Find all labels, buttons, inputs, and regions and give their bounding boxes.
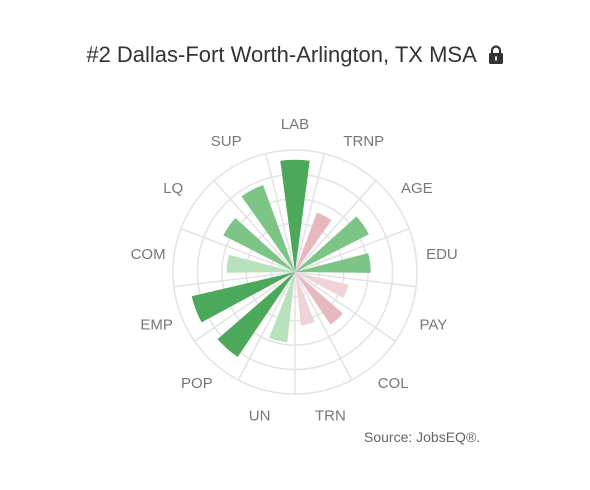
category-label-pay: PAY	[419, 316, 447, 333]
grid-spoke	[294, 153, 325, 273]
bar-sup[interactable]	[241, 184, 295, 272]
bar-pop[interactable]	[217, 272, 295, 357]
bar-emp[interactable]	[191, 272, 295, 323]
grid-spoke	[194, 271, 296, 342]
category-label-sup: SUP	[211, 133, 242, 150]
bar-trnp[interactable]	[295, 212, 332, 272]
bar-edu[interactable]	[295, 253, 371, 273]
category-label-lab: LAB	[281, 116, 309, 133]
bar-lab[interactable]	[280, 159, 310, 272]
category-label-trn: TRN	[315, 408, 346, 425]
grid-spoke	[173, 271, 296, 288]
chart-bars	[191, 159, 371, 357]
grid-spoke	[294, 271, 396, 342]
chart-grid	[172, 149, 418, 395]
grid-spoke	[237, 271, 296, 381]
bar-col[interactable]	[295, 272, 343, 325]
category-label-edu: EDU	[426, 246, 458, 263]
grid-spoke	[213, 180, 296, 273]
source-note: Source: JobsEQ®.	[364, 429, 481, 445]
chart-title-row: #2 Dallas-Fort Worth-Arlington, TX MSA	[0, 42, 590, 68]
bar-com[interactable]	[226, 254, 295, 273]
bar-un[interactable]	[269, 272, 295, 343]
category-label-age: AGE	[401, 180, 433, 197]
category-label-emp: EMP	[140, 316, 173, 333]
category-label-lq: LQ	[163, 180, 183, 197]
chart-category-labels: LAB TRNP AGE EDU PAY COL TRN UN POP EMP COM LQ SUP	[131, 116, 458, 425]
category-label-trnp: TRNP	[343, 133, 384, 150]
grid-spoke	[294, 180, 377, 273]
chart-title: #2 Dallas-Fort Worth-Arlington, TX MSA	[86, 42, 476, 67]
lock-icon[interactable]	[488, 45, 504, 64]
bar-trn[interactable]	[295, 272, 315, 326]
bar-pay[interactable]	[295, 272, 349, 299]
grid-spoke	[294, 228, 410, 273]
grid-spoke	[265, 153, 296, 273]
category-label-un: UN	[249, 408, 271, 425]
bar-age[interactable]	[295, 216, 369, 272]
category-label-pop: POP	[181, 375, 213, 392]
category-label-col: COL	[378, 375, 409, 392]
grid-spoke	[294, 271, 353, 381]
grid-spoke	[294, 271, 417, 288]
category-label-com: COM	[131, 246, 166, 263]
grid-spoke	[180, 228, 296, 273]
bar-lq[interactable]	[223, 217, 295, 272]
